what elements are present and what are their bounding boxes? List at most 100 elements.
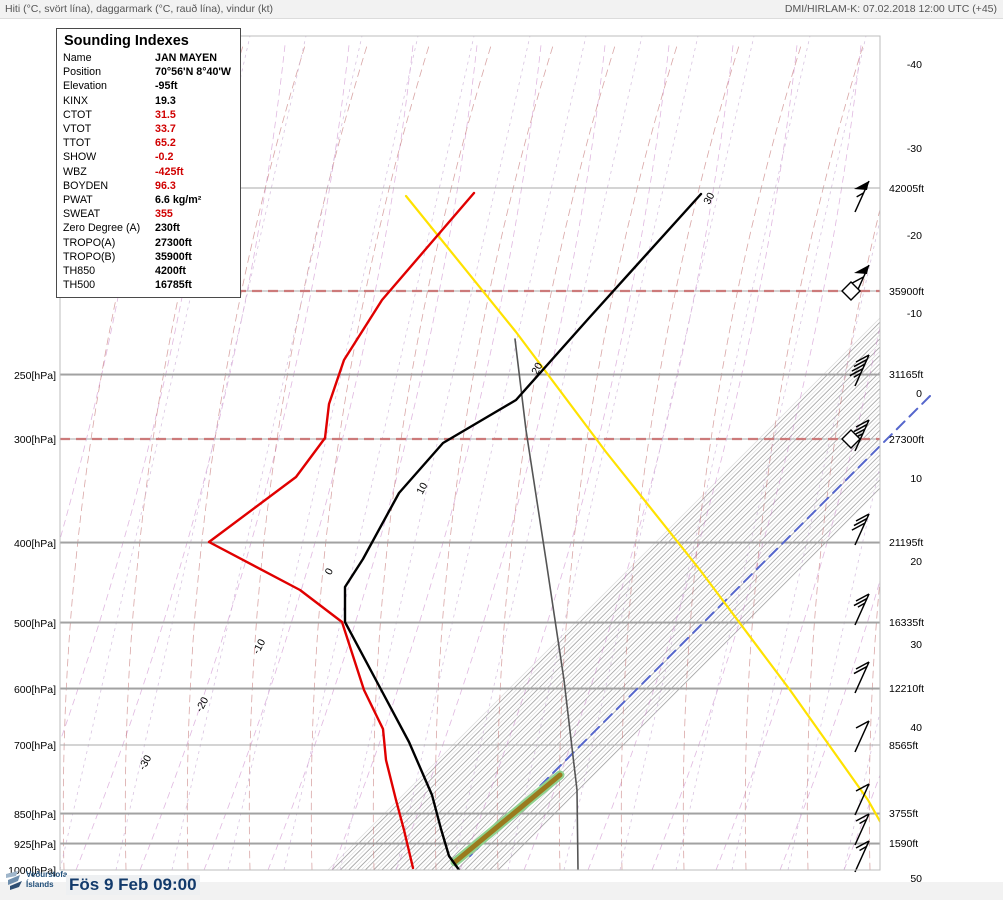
- sounding-index-name: PWAT: [63, 194, 93, 207]
- altitude-tick-label: 3755ft: [889, 808, 918, 820]
- pressure-tick-label: 400[hPa]: [14, 538, 56, 550]
- pressure-tick-label: 1000[hPa]: [8, 865, 56, 877]
- saturated-adiabat: [744, 43, 864, 870]
- org-line-2: Íslands: [26, 879, 54, 889]
- grid-line: [447, 437, 880, 870]
- right-temperature-tick-label: -30: [907, 143, 922, 155]
- dry-adiabat: [459, 43, 670, 870]
- saturated-adiabat: [806, 207, 880, 870]
- grid-line: [619, 36, 811, 870]
- plot-frame: [59, 35, 881, 871]
- isotherm-label: 0: [323, 566, 336, 577]
- sounding-index-value: 35900ft: [155, 250, 192, 263]
- sounding-index-value: 31.5: [155, 108, 176, 121]
- grid-line: [340, 329, 880, 870]
- grid-line: [410, 400, 880, 870]
- saturated-adiabat: [310, 43, 430, 870]
- right-temperature-tick-label: 20: [910, 556, 922, 568]
- right-temperature-tick-label: 30: [910, 639, 922, 651]
- valid-time-label: Fös 9 Feb 09:00: [66, 875, 200, 895]
- sounding-index-row: Position 70°56'N 8°40'W: [63, 65, 234, 79]
- sounding-index-value: 27300ft: [155, 236, 192, 249]
- sounding-index-value: 355: [155, 208, 173, 221]
- saturated-adiabat: [868, 575, 880, 870]
- sounding-index-row: CTOT 31.5: [63, 108, 234, 122]
- sounding-index-value: -95ft: [155, 80, 178, 93]
- dry-adiabat: [523, 43, 734, 870]
- dry-adiabat: [139, 43, 350, 870]
- sounding-index-value: 230ft: [155, 222, 180, 235]
- grid-line: [406, 396, 880, 870]
- grid-line: [843, 710, 880, 870]
- sounding-index-row: TROPO(A) 27300ft: [63, 236, 234, 250]
- pressure-tick-label: 300[hPa]: [14, 434, 56, 446]
- grid-line: [423, 412, 880, 870]
- sounding-index-name: Position: [63, 66, 102, 79]
- sounding-index-row: SWEAT 355: [63, 207, 234, 221]
- sounding-indexes-title: Sounding Indexes: [64, 33, 189, 49]
- grid-line: [464, 454, 880, 870]
- grid-line: [364, 354, 880, 870]
- grid-line: [373, 362, 880, 870]
- sounding-index-row: TH850 4200ft: [63, 264, 234, 278]
- sounding-index-row: VTOT 33.7: [63, 122, 234, 136]
- parcel-curve-yellow: [404, 194, 880, 824]
- org-name: Veðurstofa Íslands: [26, 870, 67, 889]
- grid-line: [369, 358, 880, 870]
- grid-lines: [60, 36, 880, 870]
- wetbulb-curve-grey: [514, 338, 579, 870]
- grid-line: [389, 379, 880, 870]
- grid-line: [336, 325, 880, 870]
- sounding-index-value: 19.3: [155, 94, 176, 107]
- sounding-index-row: TTOT 65.2: [63, 136, 234, 150]
- saturated-adiabat: [558, 43, 678, 870]
- dry-adiabat: [715, 324, 880, 870]
- dry-adiabat: [779, 579, 880, 870]
- skewt-svg: 250[hPa] 300[hPa] 400[hPa] 500[hPa] 600[hPa]…: [8, 35, 931, 882]
- pressure-tick-label: 250[hPa]: [14, 370, 56, 382]
- sounding-index-value: 16785ft: [155, 279, 192, 292]
- bottom-temperature-tick-label: 20: [599, 881, 611, 882]
- sounding-index-value: 65.2: [155, 137, 176, 150]
- pressure-tick-label: 850[hPa]: [14, 809, 56, 821]
- grid-line: [283, 36, 475, 870]
- bottom-temperature-tick-label: 30: [682, 881, 694, 882]
- grid-line: [419, 408, 880, 870]
- altitude-tick-label: 35900ft: [889, 286, 924, 298]
- altitude-tick-label: 42005ft: [889, 183, 924, 195]
- tropopause-marker-icon: [841, 429, 861, 449]
- sounding-index-value: 70°56'N 8°40'W: [155, 66, 232, 79]
- dry-adiabat: [75, 43, 286, 870]
- wind-barb: [849, 354, 870, 387]
- saturated-adiabat: [620, 43, 740, 870]
- sounding-index-name: TROPO(B): [63, 250, 116, 263]
- bottom-temperature-tick-label: -10: [347, 881, 362, 882]
- sounding-index-value: 33.7: [155, 123, 176, 136]
- right-temperature-tick-label: -20: [907, 230, 922, 242]
- isotherm-label: 30: [701, 190, 717, 206]
- grid-line: [414, 404, 880, 870]
- dry-adiabat: [587, 43, 798, 870]
- sounding-index-value: JAN MAYEN: [155, 52, 217, 64]
- pressure-tick-label: 500[hPa]: [14, 618, 56, 630]
- saturated-adiabat: [434, 43, 554, 870]
- sounding-index-row: Name JAN MAYEN: [63, 51, 234, 65]
- sounding-index-row: KINX 19.3: [63, 94, 234, 108]
- sounding-index-value: -0.2: [155, 151, 174, 164]
- pressure-tick-label: 600[hPa]: [14, 684, 56, 696]
- footer-bar: [0, 882, 1003, 900]
- altitude-tick-label: 27300ft: [889, 434, 924, 446]
- cape-highlight-brown: [452, 772, 563, 865]
- grid-line: [115, 36, 307, 870]
- sounding-index-value: -425ft: [155, 165, 184, 178]
- sounding-index-name: TTOT: [63, 137, 91, 150]
- right-temperature-tick-label: 10: [910, 473, 922, 485]
- bottom-temperature-tick-label: -20: [264, 881, 279, 882]
- sounding-index-row: TROPO(B) 35900ft: [63, 250, 234, 264]
- sounding-index-name: WBZ: [63, 165, 87, 178]
- dry-adiabat: [651, 43, 862, 870]
- model-run-label: DMI/HIRLAM-K: 07.02.2018 12:00 UTC (+45): [784, 3, 997, 15]
- altitude-tick-label: 8565ft: [889, 740, 918, 752]
- dry-adiabat: [203, 43, 414, 870]
- sounding-index-row: Zero Degree (A) 230ft: [63, 221, 234, 235]
